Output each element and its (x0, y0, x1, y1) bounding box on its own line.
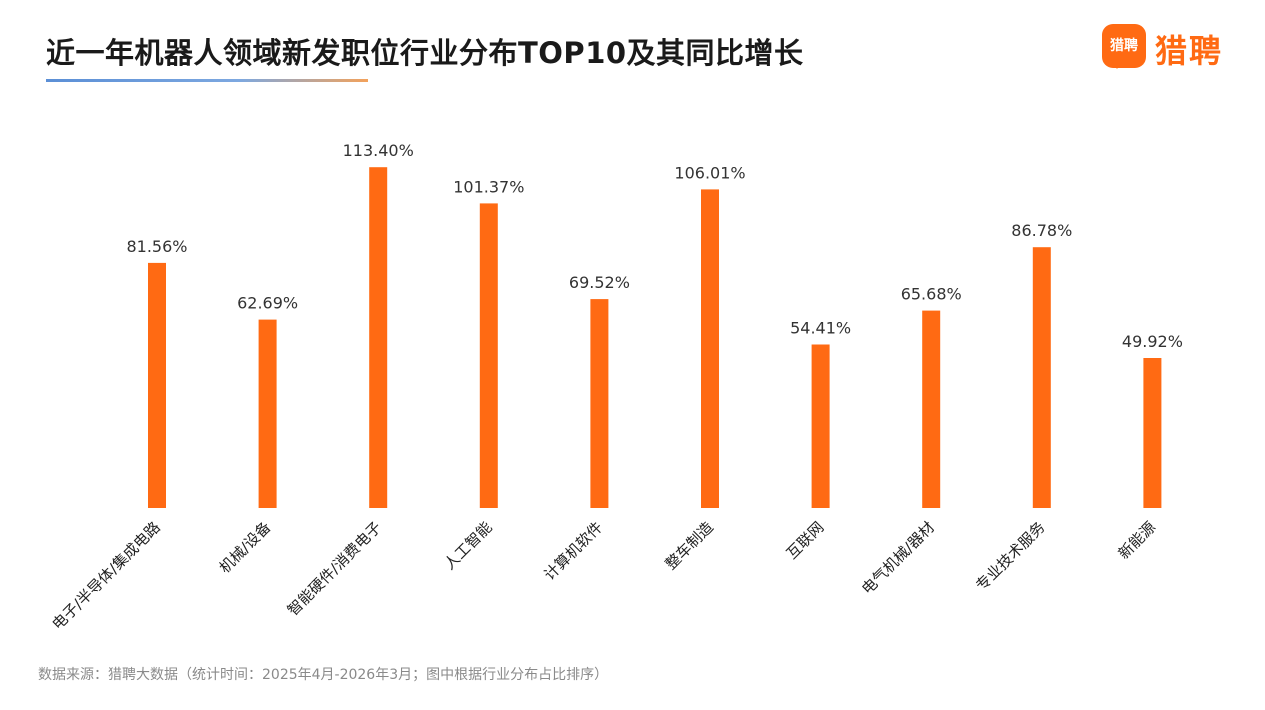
data-label-3: 113.40% (343, 141, 414, 160)
bar-5 (590, 299, 609, 508)
bar-10 (1143, 358, 1162, 508)
logo-badge-text: 猎聘 (1110, 38, 1138, 54)
data-label-9: 86.78% (1011, 221, 1072, 240)
page-title: 近一年机器人领域新发职位行业分布TOP10及其同比增长 (46, 36, 804, 70)
data-label-8: 65.68% (901, 285, 962, 304)
bar-7 (811, 344, 830, 508)
data-label-6: 106.01% (674, 163, 745, 182)
data-label-1: 81.56% (126, 237, 187, 256)
bar-1 (148, 262, 166, 508)
bar-2 (258, 319, 277, 508)
category-label-1: 电子/半导体/集成电路 (48, 518, 163, 633)
category-label-10: 新能源 (1115, 518, 1160, 563)
category-label-2: 机械/设备 (216, 518, 275, 577)
title-underline (46, 79, 368, 82)
chart-data-labels: 81.56% 62.69% 113.40% 101.37% 69.52% 106.01% 5… (126, 141, 1182, 351)
data-source-note: 数据来源：猎聘大数据（统计时间：2025年4月-2026年3月；图中根据行业分布… (38, 667, 609, 683)
bar-9 (1032, 247, 1051, 508)
data-label-7: 54.41% (790, 319, 851, 338)
data-label-5: 69.52% (569, 273, 630, 292)
bar-4 (479, 203, 498, 508)
data-label-10: 49.92% (1122, 332, 1183, 351)
bar-3 (369, 167, 388, 508)
logo-text: 猎聘 (1155, 32, 1224, 70)
bar-chart: 81.56% 62.69% 113.40% 101.37% 69.52% 106.01% 5… (48, 141, 1182, 633)
data-label-4: 101.37% (453, 177, 524, 196)
category-label-4: 人工智能 (440, 518, 495, 573)
category-label-6: 整车制造 (662, 518, 717, 573)
chat-bubble-icon: 猎聘 (1102, 24, 1146, 69)
chart-category-labels: 电子/半导体/集成电路 机械/设备 智能硬件/消费电子 人工智能 计算机软件 整车制造 互联… (48, 518, 1159, 633)
category-label-3: 智能硬件/消费电子 (284, 518, 385, 619)
category-label-7: 互联网 (783, 518, 828, 563)
category-label-9: 专业技术服务 (972, 518, 1048, 594)
bar-6 (701, 189, 719, 508)
data-label-2: 62.69% (237, 294, 298, 313)
category-label-8: 电气机械/器材 (858, 518, 938, 598)
bar-8 (922, 310, 941, 508)
chart-bars (148, 167, 1162, 508)
category-label-5: 计算机软件 (540, 518, 606, 584)
